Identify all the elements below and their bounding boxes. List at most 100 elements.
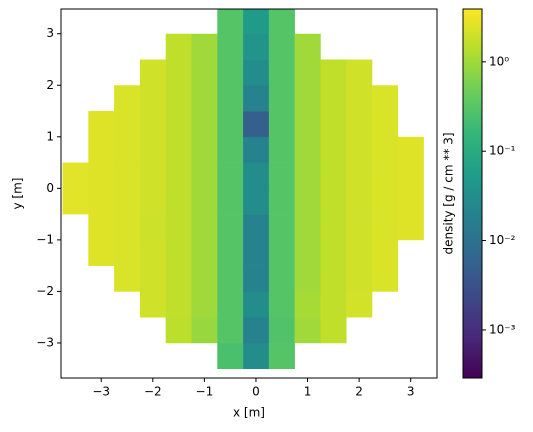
heatmap-cell (243, 342, 270, 370)
heatmap-cell (217, 188, 244, 215)
y-axis-label: y [m] (11, 178, 25, 210)
heatmap-cell (397, 136, 424, 163)
heatmap-cell (139, 291, 167, 318)
heatmap-cell (88, 136, 115, 163)
heatmap-cell (268, 9, 295, 35)
heatmap-cell (217, 317, 244, 344)
heatmap-cell (165, 317, 192, 344)
heatmap-cell (217, 214, 244, 241)
y-tick-label: 3 (46, 26, 54, 40)
heatmap-cell (268, 291, 295, 318)
heatmap-cell (268, 33, 295, 60)
heatmap-cell (372, 111, 399, 138)
heatmap-cell (139, 111, 167, 138)
heatmap-cell (294, 162, 321, 189)
heatmap (62, 9, 424, 370)
heatmap-cell (243, 162, 270, 189)
heatmap-cell (346, 291, 373, 318)
heatmap-cell (217, 291, 244, 318)
heatmap-cell (114, 111, 141, 138)
x-tick-label: −2 (144, 385, 162, 399)
heatmap-cell (165, 291, 192, 318)
heatmap-cell (294, 291, 321, 318)
plot-frame (60, 8, 438, 379)
heatmap-cell (320, 214, 347, 241)
colorbar-label: density [g / cm ** 3] (442, 132, 456, 254)
heatmap-cell (243, 33, 270, 60)
heatmap-cell (372, 265, 399, 292)
colorbar-tick-label: 10⁰ (489, 54, 509, 68)
heatmap-cell (62, 188, 89, 215)
heatmap-cell (165, 188, 192, 215)
heatmap-cell (320, 85, 347, 112)
heatmap-cell (217, 85, 244, 112)
heatmap-cell (346, 136, 373, 163)
x-tick-label: 3 (407, 385, 415, 399)
heatmap-cell (320, 136, 347, 163)
heatmap-cell (320, 162, 347, 189)
x-tick-label: 0 (252, 385, 260, 399)
heatmap-cell (114, 188, 141, 215)
heatmap-cell (294, 85, 321, 112)
heatmap-cell (217, 111, 244, 138)
x-axis-label: x [m] (233, 406, 265, 420)
heatmap-cell (114, 136, 141, 163)
heatmap-cell (320, 111, 347, 138)
heatmap-cell (397, 162, 424, 189)
heatmap-cell (217, 342, 244, 370)
heatmap-cell (191, 111, 218, 138)
heatmap-cell (372, 239, 399, 266)
y-tick-label: −1 (36, 232, 54, 246)
y-tick-label: 1 (46, 129, 54, 143)
heatmap-cell (217, 9, 244, 35)
heatmap-cell (294, 317, 321, 344)
heatmap-cell (294, 59, 321, 86)
heatmap-cell (320, 239, 347, 266)
heatmap-cell (191, 317, 218, 344)
heatmap-cell (165, 33, 192, 60)
heatmap-cell (165, 265, 192, 292)
heatmap-cell (320, 59, 347, 86)
heatmap-cell (114, 162, 141, 189)
heatmap-cell (268, 188, 295, 215)
heatmap-cell (243, 265, 270, 292)
heatmap-cell (268, 111, 295, 138)
heatmap-cell (372, 214, 399, 241)
heatmap-cell (346, 188, 373, 215)
heatmap-cell (114, 85, 141, 112)
heatmap-cell (165, 59, 192, 86)
heatmap-cell (217, 265, 244, 292)
heatmap-cell (294, 214, 321, 241)
heatmap-cell (88, 214, 115, 241)
heatmap-cell (346, 214, 373, 241)
heatmap-cell (243, 214, 270, 241)
heatmap-cell (217, 162, 244, 189)
heatmap-cell (217, 59, 244, 86)
heatmap-cell (88, 188, 115, 215)
heatmap-cell (397, 214, 424, 241)
heatmap-cell (165, 214, 192, 241)
heatmap-cell (114, 214, 141, 241)
colorbar (463, 9, 482, 378)
heatmap-cell (191, 85, 218, 112)
heatmap-cell (320, 265, 347, 292)
y-tick-label: −3 (36, 335, 54, 349)
heatmap-cell (139, 239, 167, 266)
heatmap-cell (346, 85, 373, 112)
heatmap-cell (88, 111, 115, 138)
heatmap-cell (243, 188, 270, 215)
heatmap-cell (243, 85, 270, 112)
heatmap-cell (88, 239, 115, 266)
y-tick-label: −2 (36, 284, 54, 298)
heatmap-cell (139, 214, 167, 241)
heatmap-cell (191, 239, 218, 266)
heatmap-cell (346, 265, 373, 292)
heatmap-cell (346, 239, 373, 266)
colorbar-tick-label: 10⁻² (489, 233, 516, 247)
heatmap-cell (243, 9, 270, 35)
heatmap-cell (165, 111, 192, 138)
heatmap-cell (243, 59, 270, 86)
heatmap-cell (139, 59, 167, 86)
heatmap-cell (191, 59, 218, 86)
